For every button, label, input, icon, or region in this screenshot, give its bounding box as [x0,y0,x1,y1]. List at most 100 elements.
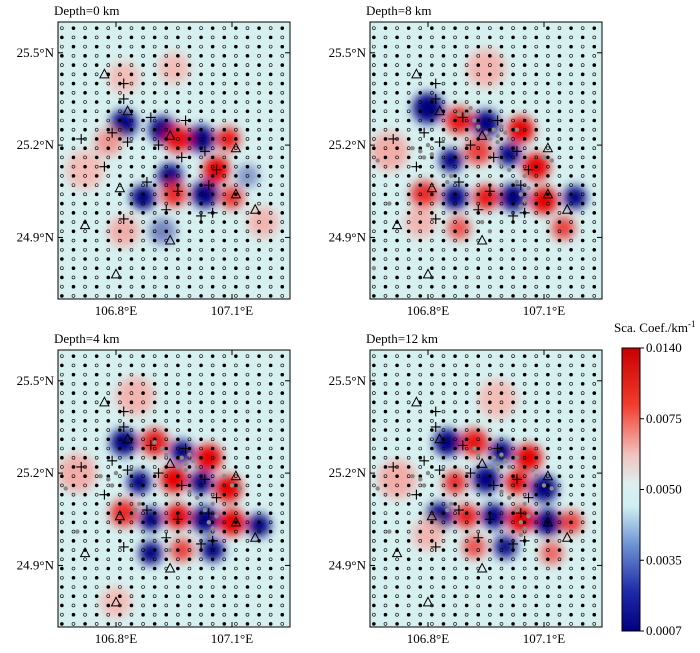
grid-node [141,622,145,626]
grid-node [210,612,215,617]
grid-node [395,539,399,543]
grid-node [257,54,261,58]
grid-node [557,548,562,552]
grid-node [395,612,399,617]
grid-node [464,391,469,395]
grid-node [580,465,585,469]
earthquake-event [549,486,554,491]
grid-node [94,63,99,67]
grid-node [430,284,434,289]
grid-node [199,72,203,77]
grid-node [268,437,273,442]
grid-node [511,612,515,617]
grid-node [152,146,157,150]
grid-node [580,229,585,234]
events [375,446,554,537]
grid-node [187,275,192,280]
grid-node [395,90,399,95]
grid-node [546,622,550,626]
grid-node [60,418,64,423]
grid-node [268,529,273,534]
grid-node [499,44,504,49]
grid-node [476,257,481,261]
x-tick-label: 106.8°E [95,631,137,646]
grid-node [222,220,227,224]
grid-node [546,455,550,460]
grid-node [129,100,134,104]
grid-node [430,294,434,298]
grid-node [383,118,388,123]
grid-node [580,391,585,395]
scattering-anomaly [189,470,213,494]
scattering-anomaly [497,142,521,166]
grid-node [106,382,111,386]
grid-node [406,174,411,178]
grid-node [372,548,376,552]
grid-node [234,109,238,114]
grid-node [60,437,64,442]
grid-node [592,81,597,86]
grid-node [60,81,64,86]
grid-node [268,44,273,49]
grid-node [187,81,192,86]
grid-node [569,400,573,405]
grid-node [418,294,423,298]
grid-node [441,192,446,197]
grid-node [280,155,285,160]
y-tick-label: 24.9°N [17,229,55,244]
grid-node [234,446,238,451]
grid-node [372,539,376,543]
earthquake-event [534,473,539,479]
grid-node [372,183,376,187]
grid-node [592,257,597,261]
grid-node [71,174,76,178]
grid-node [83,229,87,234]
grid-node [499,575,504,580]
grid-node [199,363,203,368]
grid-node [383,90,388,95]
grid-node [71,483,76,488]
grid-node [557,502,562,506]
grid-node [546,257,550,261]
grid-node [534,54,539,58]
grid-node [71,511,76,515]
grid-node [592,622,597,626]
grid-node [257,35,261,40]
scattering-anomaly [170,439,194,464]
grid-node [94,137,99,141]
grid-node [94,100,99,104]
earthquake-event [518,520,523,525]
grid-node [152,511,157,515]
grid-node [280,465,285,469]
grid-node [245,192,250,197]
grid-node [395,146,399,150]
grid-node [418,465,423,469]
grid-node [199,275,203,280]
grid-node [534,44,539,49]
grid-node [476,594,481,599]
grid-node [395,174,399,178]
grid-node [453,155,457,160]
grid-node [476,502,481,506]
grid-node [199,183,203,187]
grid-node [372,44,376,49]
grid-node [199,90,203,95]
grid-node [534,557,539,562]
grid-node [569,238,573,243]
grid-node [222,284,227,289]
grid-node [245,109,250,114]
grid-node [406,127,411,132]
grid-node [383,566,388,571]
scattering-anomaly [187,125,215,153]
grid-node [245,465,250,469]
grid-node [464,183,469,187]
grid-node [488,557,492,562]
grid-node [118,575,122,580]
grid-node [499,474,504,478]
grid-node [106,118,111,123]
grid-node [488,455,492,460]
grid-node [557,354,562,358]
grid-node [222,127,227,132]
grid-node [441,612,446,617]
grid-node [106,391,111,395]
